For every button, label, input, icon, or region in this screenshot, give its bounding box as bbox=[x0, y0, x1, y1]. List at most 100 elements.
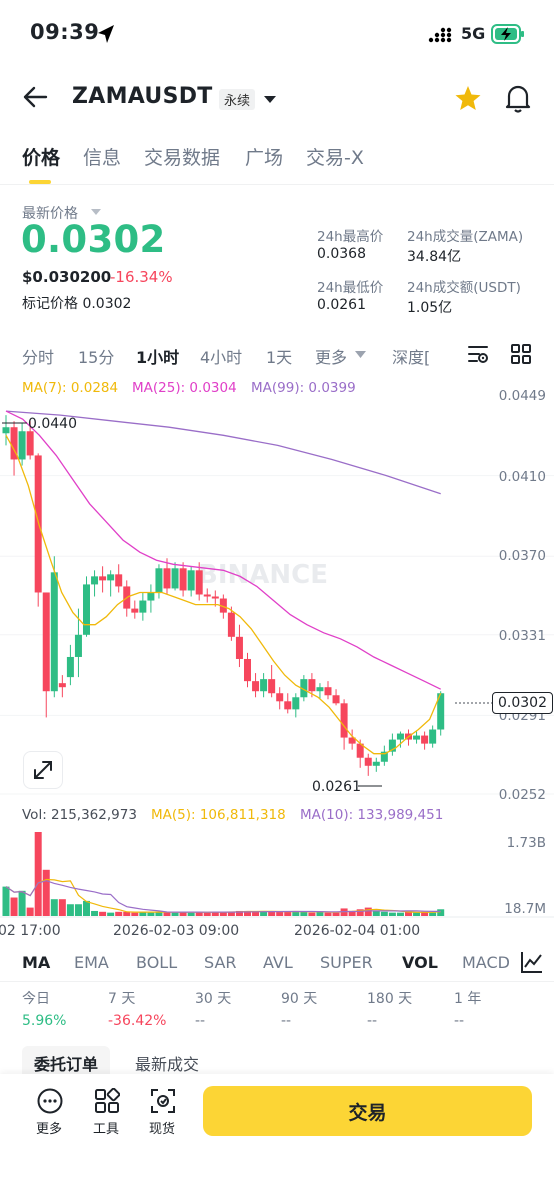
low-marker: 0.0261 bbox=[312, 779, 361, 795]
volume-bar bbox=[421, 911, 429, 916]
volume-bar bbox=[292, 910, 300, 916]
candle-body bbox=[2, 427, 10, 434]
indicator-vol[interactable]: VOL bbox=[402, 953, 438, 972]
candle-body bbox=[211, 596, 219, 599]
interval-15m[interactable]: 15分 bbox=[78, 348, 115, 367]
depth-tab[interactable]: 深度[ bbox=[392, 348, 431, 367]
candle-body bbox=[292, 697, 300, 710]
period-label: 90 天 bbox=[281, 991, 318, 1007]
high-24h-label: 24h最高价 bbox=[317, 229, 384, 245]
star-icon[interactable] bbox=[454, 84, 482, 112]
period-label: 30 天 bbox=[195, 991, 232, 1007]
candle-body bbox=[356, 743, 364, 758]
indicator-boll[interactable]: BOLL bbox=[136, 953, 178, 972]
caret-down-icon[interactable] bbox=[91, 209, 101, 215]
volume-bar bbox=[66, 904, 74, 916]
trade-button[interactable]: 交易 bbox=[203, 1086, 532, 1136]
indicator-super[interactable]: SUPER bbox=[320, 953, 373, 972]
candle-body bbox=[163, 568, 171, 589]
tools-icon[interactable] bbox=[94, 1088, 120, 1114]
candle-body bbox=[195, 570, 203, 595]
divider bbox=[0, 184, 554, 185]
signal-icon bbox=[428, 27, 452, 43]
high-marker: 0.0440 bbox=[28, 416, 77, 432]
candles bbox=[2, 415, 445, 776]
candle-body bbox=[83, 584, 90, 635]
tab-recent-trades[interactable]: 最新成交 bbox=[135, 1055, 200, 1074]
candle-body bbox=[300, 679, 308, 698]
symbol-title[interactable]: ZAMAUSDT bbox=[72, 84, 213, 109]
candle-body bbox=[147, 592, 155, 601]
volume-bar bbox=[42, 869, 50, 916]
volume-bar bbox=[107, 912, 115, 916]
interval-4h[interactable]: 4小时 bbox=[200, 348, 243, 367]
more-label[interactable]: 更多 bbox=[36, 1122, 63, 1137]
arrow-left-icon[interactable] bbox=[22, 84, 48, 110]
volume-bar bbox=[388, 912, 396, 916]
low-24h-value: 0.0261 bbox=[317, 297, 366, 313]
period-label: 今日 bbox=[22, 991, 50, 1007]
volume-bar bbox=[413, 912, 421, 916]
grid-layout-icon[interactable] bbox=[511, 344, 531, 364]
candle-body bbox=[380, 751, 388, 762]
indicator-settings-icon[interactable] bbox=[467, 344, 489, 364]
caret-down-icon[interactable] bbox=[355, 351, 366, 358]
volume-24h-value: 34.84亿 bbox=[407, 249, 462, 265]
spot-icon[interactable] bbox=[150, 1088, 176, 1114]
volume-bar bbox=[50, 899, 58, 916]
indicator-macd[interactable]: MACD bbox=[462, 953, 510, 972]
interval-1d[interactable]: 1天 bbox=[266, 348, 293, 367]
divider bbox=[0, 981, 554, 982]
indicator-avl[interactable]: AVL bbox=[263, 953, 293, 972]
interval-line[interactable]: 分时 bbox=[22, 348, 55, 367]
candle-body bbox=[340, 703, 348, 738]
candle-body bbox=[316, 687, 324, 692]
indicator-ema[interactable]: EMA bbox=[74, 953, 109, 972]
last-price-label[interactable]: 最新价格 bbox=[22, 206, 78, 222]
tab-price[interactable]: 价格 bbox=[22, 147, 61, 169]
y-tick: 0.0252 bbox=[498, 787, 546, 803]
mark-price: 标记价格 0.0302 bbox=[22, 296, 132, 312]
volume-bar bbox=[268, 911, 276, 916]
more-dots-icon[interactable] bbox=[37, 1088, 63, 1114]
volume-bar bbox=[332, 912, 340, 916]
spot-label[interactable]: 现货 bbox=[149, 1122, 176, 1137]
chart-line-icon[interactable] bbox=[520, 950, 544, 974]
volume-bar bbox=[203, 912, 211, 916]
candle-body bbox=[308, 679, 316, 692]
interval-more[interactable]: 更多 bbox=[315, 348, 348, 367]
candle-body bbox=[276, 693, 284, 702]
tab-trade-x[interactable]: 交易-X bbox=[306, 147, 364, 169]
volume-bar bbox=[171, 912, 179, 916]
candle-body bbox=[131, 608, 139, 613]
candle-body bbox=[50, 572, 58, 692]
tab-square[interactable]: 广场 bbox=[245, 147, 284, 169]
x-tick: 2026-02-03 09:00 bbox=[113, 923, 240, 939]
volume-bar bbox=[131, 912, 139, 916]
tab-trading-data[interactable]: 交易数据 bbox=[144, 147, 221, 169]
bell-icon[interactable] bbox=[504, 83, 532, 113]
fullscreen-button[interactable] bbox=[23, 751, 63, 789]
volume-bar bbox=[227, 911, 235, 916]
tab-info[interactable]: 信息 bbox=[83, 147, 122, 169]
volume-bar bbox=[252, 911, 260, 916]
tools-label[interactable]: 工具 bbox=[93, 1122, 120, 1137]
indicator-sar[interactable]: SAR bbox=[204, 953, 237, 972]
status-time: 09:39 bbox=[30, 20, 100, 44]
volume-ma10-legend: MA(10): 133,989,451 bbox=[300, 807, 444, 823]
candle-body bbox=[324, 687, 332, 696]
ma7-legend: MA(7): 0.0284 bbox=[22, 380, 119, 396]
volume-bar bbox=[147, 912, 155, 916]
watermark: BINANCE bbox=[198, 560, 328, 590]
candle-body bbox=[421, 735, 429, 744]
ma25-line bbox=[5, 410, 441, 690]
interval-1h[interactable]: 1小时 bbox=[136, 348, 180, 367]
volume-chart[interactable] bbox=[0, 826, 554, 918]
candlestick-chart[interactable]: BINANCE 0.0440 0.0261 bbox=[0, 400, 554, 805]
caret-down-icon[interactable] bbox=[263, 95, 277, 104]
candle-body bbox=[219, 598, 227, 613]
y-tick: 0.0410 bbox=[498, 469, 546, 485]
volume-bar bbox=[244, 910, 251, 916]
indicator-ma[interactable]: MA bbox=[22, 953, 51, 972]
volume-bar bbox=[300, 911, 308, 916]
